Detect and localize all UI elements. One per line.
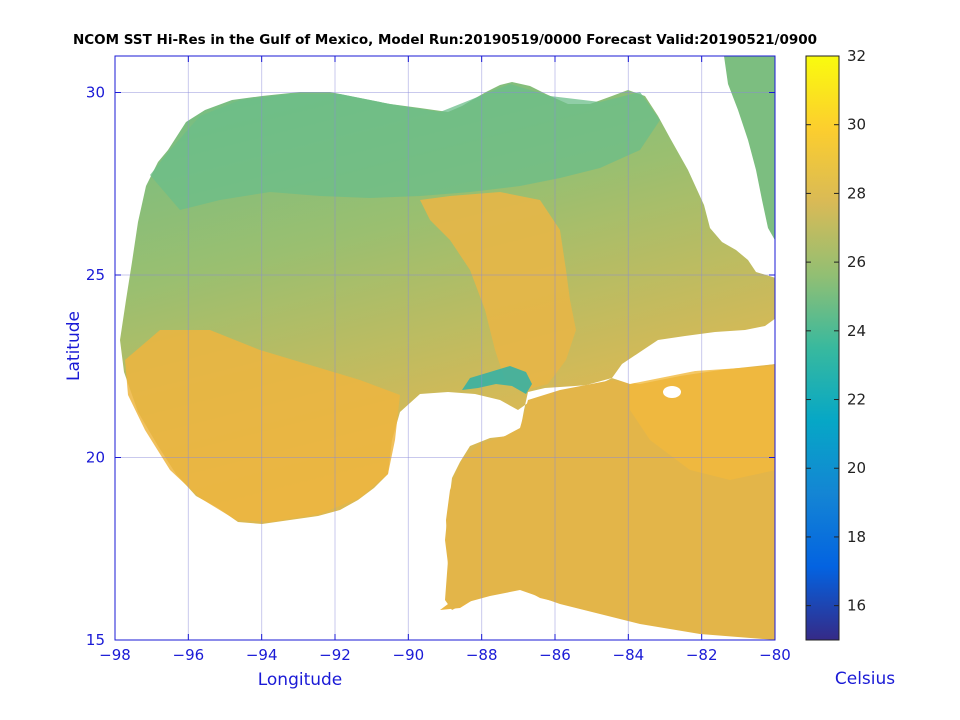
southwest-gulf-warm-water: [125, 330, 400, 522]
y-axis: 15 20 25 30: [86, 84, 775, 649]
y-axis-label: Latitude: [64, 311, 84, 381]
x-tick-label: −92: [319, 646, 351, 664]
x-axis-label: Longitude: [258, 670, 343, 690]
x-tick-label: −90: [393, 646, 425, 664]
x-tick-label: −98: [99, 646, 131, 664]
loop-current-warm-water: [420, 192, 576, 390]
colorbar-tick-label: 30: [847, 116, 866, 134]
colorbar-tick-label: 32: [847, 47, 866, 65]
northern-shelf-cool-water: [150, 84, 660, 210]
colorbar-tick-label: 22: [847, 391, 866, 409]
x-tick-label: −84: [613, 646, 645, 664]
colorbar: [805, 55, 840, 641]
island-land: [663, 386, 681, 398]
sst-map: [115, 56, 775, 640]
map-title: NCOM SST Hi-Res in the Gulf of Mexico, M…: [73, 32, 817, 48]
colorbar-ticks: 16 18 20 22 24 26 28 30 32: [806, 47, 866, 615]
colorbar-tick-label: 16: [847, 597, 866, 615]
y-tick-label: 30: [86, 84, 105, 102]
map-grid: [115, 56, 775, 640]
colorbar-tick-label: 18: [847, 528, 866, 546]
x-axis: −98 −96 −94 −92 −90 −88 −86 −84 −82 −80: [99, 56, 791, 664]
y-tick-label: 15: [86, 631, 105, 649]
x-tick-label: −94: [246, 646, 278, 664]
atlantic-water: [724, 56, 775, 241]
y-tick-label: 20: [86, 449, 105, 467]
cuba-land: [612, 330, 775, 384]
x-tick-label: −86: [539, 646, 571, 664]
colorbar-tick-label: 20: [847, 459, 866, 477]
colorbar-tick-label: 28: [847, 184, 866, 202]
x-tick-label: −80: [759, 646, 791, 664]
colorbar-title: Celsius: [835, 669, 895, 689]
colorbar-tick-label: 26: [847, 253, 866, 271]
x-tick-label: −88: [466, 646, 498, 664]
colorbar-tick-label: 24: [847, 322, 866, 340]
x-tick-label: −96: [173, 646, 205, 664]
map-axes-frame: [114, 55, 776, 641]
x-tick-label: −82: [686, 646, 718, 664]
yucatan-cool-filament: [462, 366, 532, 394]
y-tick-label: 25: [86, 266, 105, 284]
